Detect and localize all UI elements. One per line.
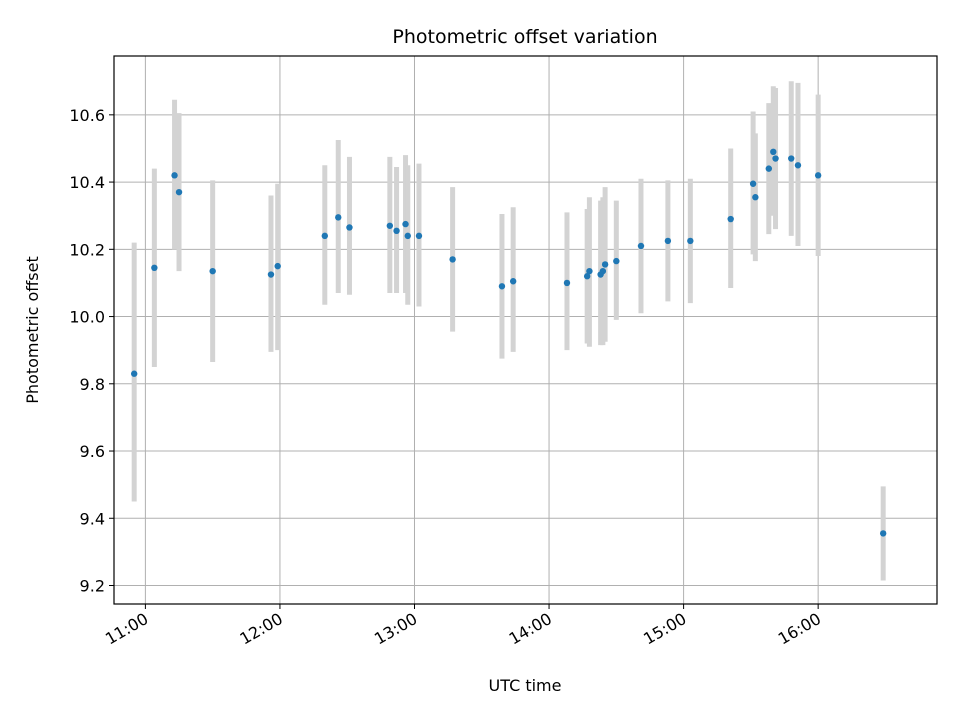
data-point <box>601 261 609 268</box>
data-point <box>386 222 394 229</box>
data-point <box>765 165 773 172</box>
data-point <box>613 257 620 265</box>
x-axis-label: UTC time <box>489 676 562 695</box>
data-point <box>209 267 216 275</box>
data-point <box>151 264 158 272</box>
plot-frame <box>113 55 938 605</box>
y-tick-label: 10.6 <box>69 106 105 125</box>
data-point <box>772 155 779 162</box>
data-point <box>879 530 887 537</box>
data-point <box>814 172 822 179</box>
data-point <box>664 237 672 245</box>
data-point <box>794 162 802 169</box>
data-point <box>599 267 607 275</box>
data-point <box>727 215 734 223</box>
data-point <box>321 232 328 240</box>
data-point <box>586 267 593 275</box>
y-tick-label: 9.8 <box>80 375 105 394</box>
data-point <box>637 242 645 250</box>
data-point <box>171 172 178 179</box>
data-point <box>393 227 400 235</box>
data-points <box>130 148 887 537</box>
data-point <box>346 224 353 231</box>
data-point <box>274 262 281 270</box>
data-point <box>749 180 757 187</box>
y-tick-label: 9.6 <box>80 442 105 461</box>
data-point <box>770 148 777 156</box>
data-point <box>563 279 571 287</box>
data-point <box>752 194 759 201</box>
y-axis-ticks: 9.2 9.4 9.6 9.8 10.0 10.2 10.4 10.6 <box>69 106 114 596</box>
grid <box>114 56 937 604</box>
y-tick-label: 9.4 <box>80 509 105 528</box>
data-point <box>267 271 275 278</box>
y-tick-label: 10.0 <box>69 308 105 327</box>
data-point <box>402 220 409 228</box>
y-tick-label: 10.2 <box>69 240 105 259</box>
data-point <box>415 232 423 240</box>
data-point <box>175 188 183 196</box>
data-point <box>509 278 517 285</box>
y-tick-label: 10.4 <box>69 173 105 192</box>
data-point <box>687 237 694 245</box>
data-point <box>404 232 411 240</box>
y-tick-label: 9.2 <box>80 577 105 596</box>
data-point <box>583 273 591 280</box>
chart-title: Photometric offset variation <box>392 26 657 48</box>
data-point <box>788 155 795 162</box>
data-point <box>449 256 456 263</box>
data-point <box>335 214 342 221</box>
data-point <box>498 283 506 290</box>
y-axis-label: Photometric offset <box>23 256 42 404</box>
data-point <box>130 370 138 377</box>
